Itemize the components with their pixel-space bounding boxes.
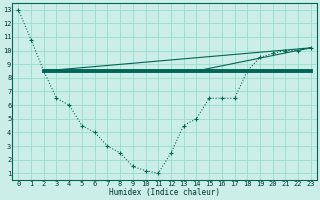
X-axis label: Humidex (Indice chaleur): Humidex (Indice chaleur) — [109, 188, 220, 197]
